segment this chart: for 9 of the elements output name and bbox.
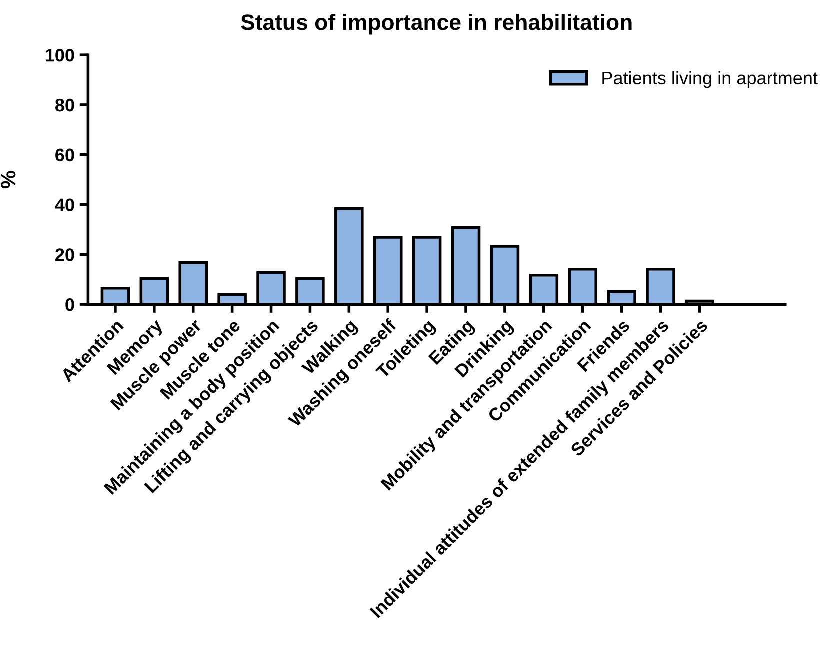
y-tick-label: 40 <box>55 198 74 212</box>
y-tick-label: 100 <box>46 49 74 62</box>
y-tick-label: 80 <box>55 98 74 112</box>
y-axis-title: % <box>1 171 16 189</box>
chart-title: Status of importance in rehabilitation <box>241 14 632 35</box>
y-tick-label: 0 <box>66 298 74 312</box>
y-tick-label: 60 <box>56 148 74 162</box>
legend-label: Patients living in apartment <box>602 71 818 88</box>
y-tick-label: 20 <box>56 248 74 262</box>
